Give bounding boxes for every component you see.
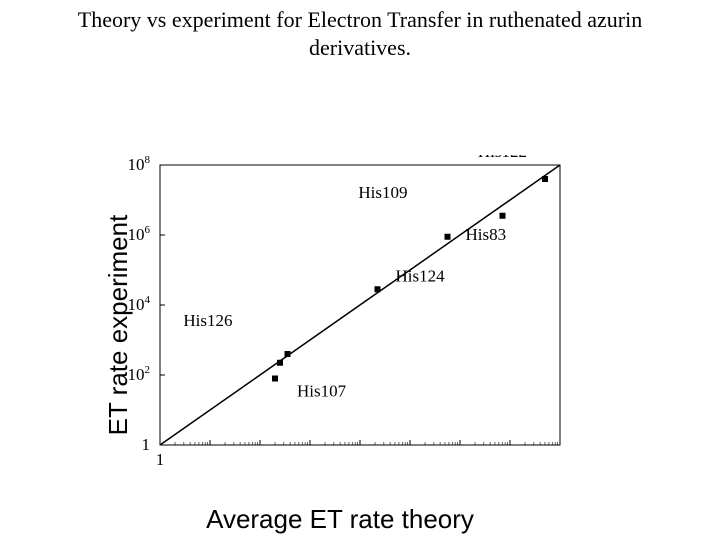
data-label-his122: His122 [478, 155, 527, 161]
data-point-his124 [375, 286, 381, 292]
x-axis-label: Average ET rate theory [206, 504, 474, 535]
data-point-his126_a [277, 360, 283, 366]
y-tick-label: 1 [142, 435, 151, 454]
chart-svg: 11021041061081His107His126His124His83His… [100, 155, 580, 495]
title-line-2: derivatives. [309, 35, 411, 60]
data-label-his109: His109 [358, 183, 407, 202]
scatter-chart: ET rate experiment 11021041061081His107H… [100, 155, 580, 495]
y-axis-label: ET rate experiment [103, 215, 134, 436]
data-label-his126: His126 [183, 311, 232, 330]
y-tick-label: 108 [128, 155, 151, 174]
data-label-his124: His124 [396, 266, 446, 285]
data-point-his126 [285, 351, 291, 357]
data-point-his122 [542, 176, 548, 182]
x-tick-label: 1 [156, 450, 165, 469]
page-title: Theory vs experiment for Electron Transf… [0, 6, 720, 61]
title-line-1: Theory vs experiment for Electron Transf… [78, 7, 642, 32]
data-point-his109 [500, 213, 506, 219]
data-point-his83 [445, 234, 451, 240]
data-label-his83: His83 [466, 225, 507, 244]
data-label-his107: His107 [297, 382, 347, 401]
data-point-his107 [272, 376, 278, 382]
